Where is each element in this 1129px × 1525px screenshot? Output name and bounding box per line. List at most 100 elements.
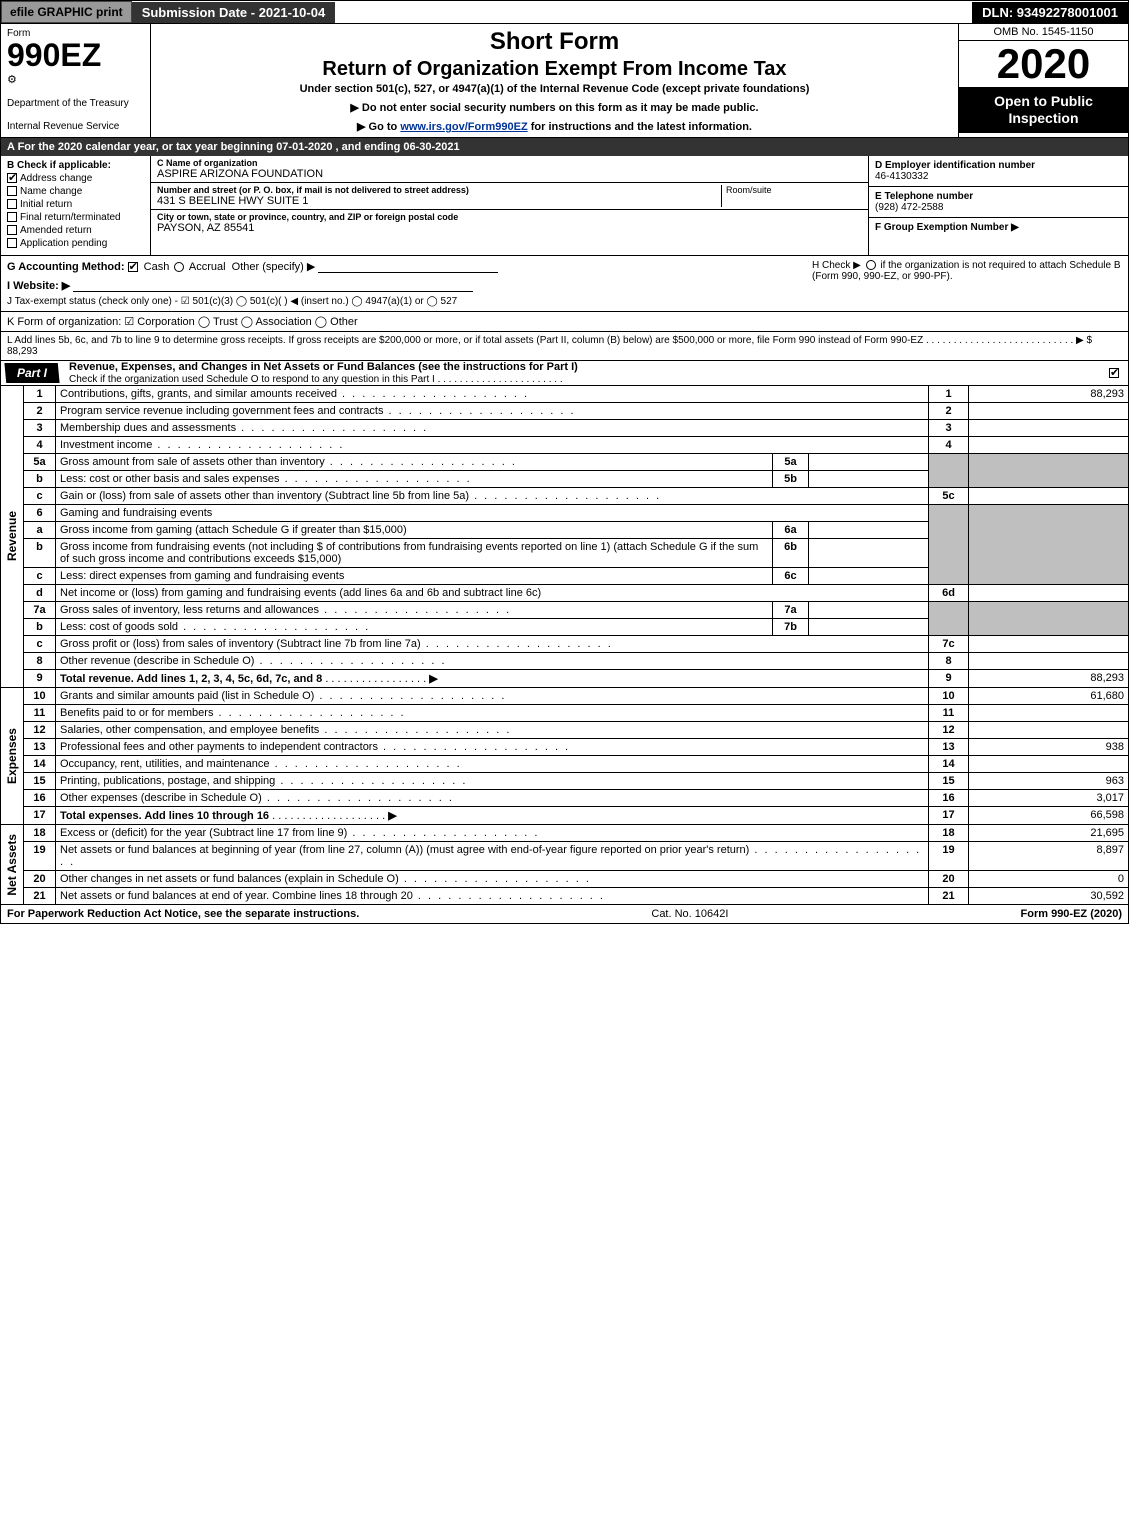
dept-treasury: Department of the Treasury bbox=[7, 98, 144, 109]
revenue-side-label: Revenue bbox=[1, 386, 24, 688]
line-6b-amount bbox=[809, 539, 929, 568]
ein: 46-4130332 bbox=[875, 171, 1122, 182]
street-address: 431 S BEELINE HWY SUITE 1 bbox=[157, 195, 717, 207]
chk-final-return[interactable]: Final return/terminated bbox=[7, 212, 144, 223]
line-no: 18 bbox=[24, 825, 56, 842]
grey-cell bbox=[969, 602, 1129, 636]
line-20-amount: 0 bbox=[969, 871, 1129, 888]
line-2-amount bbox=[969, 403, 1129, 420]
form-title: Return of Organization Exempt From Incom… bbox=[159, 58, 950, 81]
line-19-amount: 8,897 bbox=[969, 842, 1129, 871]
org-name: ASPIRE ARIZONA FOUNDATION bbox=[157, 168, 862, 180]
line-13-amount: 938 bbox=[969, 739, 1129, 756]
line-1-desc: Contributions, gifts, grants, and simila… bbox=[56, 386, 929, 403]
paperwork-notice: For Paperwork Reduction Act Notice, see … bbox=[7, 908, 359, 920]
identity-block: B Check if applicable: Address change Na… bbox=[0, 156, 1129, 256]
line-16-amount: 3,017 bbox=[969, 790, 1129, 807]
line-19-desc: Net assets or fund balances at beginning… bbox=[56, 842, 929, 871]
line-no: 20 bbox=[24, 871, 56, 888]
phone: (928) 472-2588 bbox=[875, 202, 1122, 213]
line-10-desc: Grants and similar amounts paid (list in… bbox=[56, 688, 929, 705]
line-7b-boxno: 7b bbox=[773, 619, 809, 636]
line-no: 8 bbox=[24, 653, 56, 670]
ein-label: D Employer identification number bbox=[875, 160, 1122, 171]
form-footer-id: Form 990-EZ (2020) bbox=[1021, 908, 1122, 920]
checkbox-icon bbox=[7, 173, 17, 183]
line-7a-boxno: 7a bbox=[773, 602, 809, 619]
line-1-boxno: 1 bbox=[929, 386, 969, 403]
row-l-text: L Add lines 5b, 6c, and 7b to line 9 to … bbox=[7, 335, 1092, 346]
line-15-boxno: 15 bbox=[929, 773, 969, 790]
radio-accrual[interactable] bbox=[174, 262, 184, 272]
chk-cash[interactable] bbox=[128, 262, 138, 272]
line-7c-boxno: 7c bbox=[929, 636, 969, 653]
city-label: City or town, state or province, country… bbox=[157, 212, 862, 222]
box-c: C Name of organization ASPIRE ARIZONA FO… bbox=[151, 156, 868, 255]
goto-post: for instructions and the latest informat… bbox=[528, 121, 752, 133]
part-1-checkbox[interactable] bbox=[1109, 367, 1128, 379]
line-13-boxno: 13 bbox=[929, 739, 969, 756]
grey-cell bbox=[969, 505, 1129, 585]
line-9-boxno: 9 bbox=[929, 670, 969, 688]
irs-link[interactable]: www.irs.gov/Form990EZ bbox=[400, 121, 527, 133]
line-17-amount: 66,598 bbox=[969, 807, 1129, 825]
line-4-amount bbox=[969, 437, 1129, 454]
line-no: b bbox=[24, 619, 56, 636]
line-14-desc: Occupancy, rent, utilities, and maintena… bbox=[56, 756, 929, 773]
chk-name-change[interactable]: Name change bbox=[7, 186, 144, 197]
box-d-e-f: D Employer identification number 46-4130… bbox=[868, 156, 1128, 255]
tax-year: 2020 bbox=[959, 41, 1128, 87]
form-header: Form 990EZ ⚙ Department of the Treasury … bbox=[0, 24, 1129, 138]
line-5c-desc: Gain or (loss) from sale of assets other… bbox=[56, 488, 929, 505]
line-9-amount: 88,293 bbox=[969, 670, 1129, 688]
part-1-header: Part I Revenue, Expenses, and Changes in… bbox=[0, 361, 1129, 386]
line-18-boxno: 18 bbox=[929, 825, 969, 842]
chk-amended-return[interactable]: Amended return bbox=[7, 225, 144, 236]
accounting-method-label: G Accounting Method: bbox=[7, 261, 125, 273]
line-11-amount bbox=[969, 705, 1129, 722]
line-6a-boxno: 6a bbox=[773, 522, 809, 539]
chk-initial-return[interactable]: Initial return bbox=[7, 199, 144, 210]
line-16-boxno: 16 bbox=[929, 790, 969, 807]
line-5c-boxno: 5c bbox=[929, 488, 969, 505]
line-4-desc: Investment income bbox=[56, 437, 929, 454]
checkbox-icon bbox=[1109, 368, 1119, 378]
line-6a-desc: Gross income from gaming (attach Schedul… bbox=[56, 522, 773, 539]
radio-schedule-b[interactable] bbox=[866, 260, 876, 270]
short-form: Short Form bbox=[159, 28, 950, 56]
line-6a-amount bbox=[809, 522, 929, 539]
line-no: 12 bbox=[24, 722, 56, 739]
website-label: I Website: ▶ bbox=[7, 280, 70, 292]
line-no: b bbox=[24, 471, 56, 488]
org-name-label: C Name of organization bbox=[157, 158, 862, 168]
chk-label: Address change bbox=[20, 173, 92, 184]
chk-application-pending[interactable]: Application pending bbox=[7, 238, 144, 249]
checkbox-icon bbox=[7, 238, 17, 248]
line-10-amount: 61,680 bbox=[969, 688, 1129, 705]
other-specify-input[interactable] bbox=[318, 260, 498, 273]
line-no: 15 bbox=[24, 773, 56, 790]
page-footer: For Paperwork Reduction Act Notice, see … bbox=[0, 905, 1129, 924]
line-17-boxno: 17 bbox=[929, 807, 969, 825]
grey-cell bbox=[929, 454, 969, 488]
website-input[interactable] bbox=[73, 279, 473, 292]
dln: DLN: 93492278001001 bbox=[972, 2, 1128, 23]
efile-print-button[interactable]: efile GRAPHIC print bbox=[1, 1, 132, 23]
form-title-block: Short Form Return of Organization Exempt… bbox=[151, 24, 958, 137]
line-no: b bbox=[24, 539, 56, 568]
line-17-desc: Total expenses. Add lines 10 through 16 … bbox=[56, 807, 929, 825]
line-no: 1 bbox=[24, 386, 56, 403]
line-7b-desc: Less: cost of goods sold bbox=[56, 619, 773, 636]
line-6b-boxno: 6b bbox=[773, 539, 809, 568]
box-b: B Check if applicable: Address change Na… bbox=[1, 156, 151, 255]
line-15-amount: 963 bbox=[969, 773, 1129, 790]
line-no: 10 bbox=[24, 688, 56, 705]
line-no: 17 bbox=[24, 807, 56, 825]
row-g-h: G Accounting Method: Cash Accrual Other … bbox=[0, 256, 1129, 312]
checkbox-icon bbox=[7, 212, 17, 222]
chk-address-change[interactable]: Address change bbox=[7, 173, 144, 184]
line-14-boxno: 14 bbox=[929, 756, 969, 773]
line-9-desc: Total revenue. Add lines 1, 2, 3, 4, 5c,… bbox=[56, 670, 929, 688]
checkbox-icon bbox=[7, 225, 17, 235]
form-number: 990EZ bbox=[7, 39, 144, 71]
